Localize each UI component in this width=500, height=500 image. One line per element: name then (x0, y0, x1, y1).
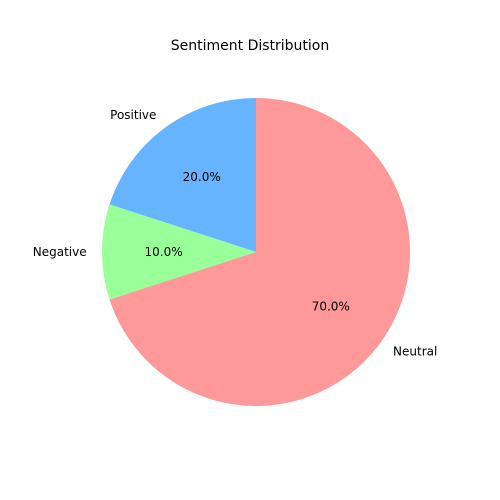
pie-slice-positive (109, 98, 257, 252)
pie-pct-label-positive: 20.0% (183, 170, 221, 184)
pie-category-label-neutral: Neutral (393, 345, 437, 359)
pie-slice-negative (101, 204, 256, 300)
pie-pct-label-neutral: 70.0% (312, 299, 350, 313)
pie-pct-label-negative: 10.0% (145, 245, 183, 259)
pie-category-label-negative: Negative (33, 245, 87, 259)
chart-title: Sentiment Distribution (170, 38, 330, 54)
pie-slice-neutral (109, 98, 410, 406)
pie-category-label-positive: Positive (110, 108, 156, 122)
